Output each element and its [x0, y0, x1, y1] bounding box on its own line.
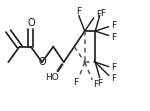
Text: O: O	[38, 57, 46, 67]
Text: F: F	[100, 9, 105, 18]
Text: F: F	[97, 79, 102, 88]
Text: O: O	[28, 18, 35, 28]
Text: HO: HO	[45, 73, 59, 82]
Text: F: F	[111, 74, 116, 83]
Text: F: F	[93, 80, 98, 89]
Text: F: F	[73, 78, 78, 87]
Text: F: F	[111, 33, 116, 42]
Text: F: F	[76, 7, 81, 16]
Text: F: F	[111, 21, 116, 30]
Text: F: F	[111, 63, 116, 72]
Text: F: F	[96, 10, 101, 19]
